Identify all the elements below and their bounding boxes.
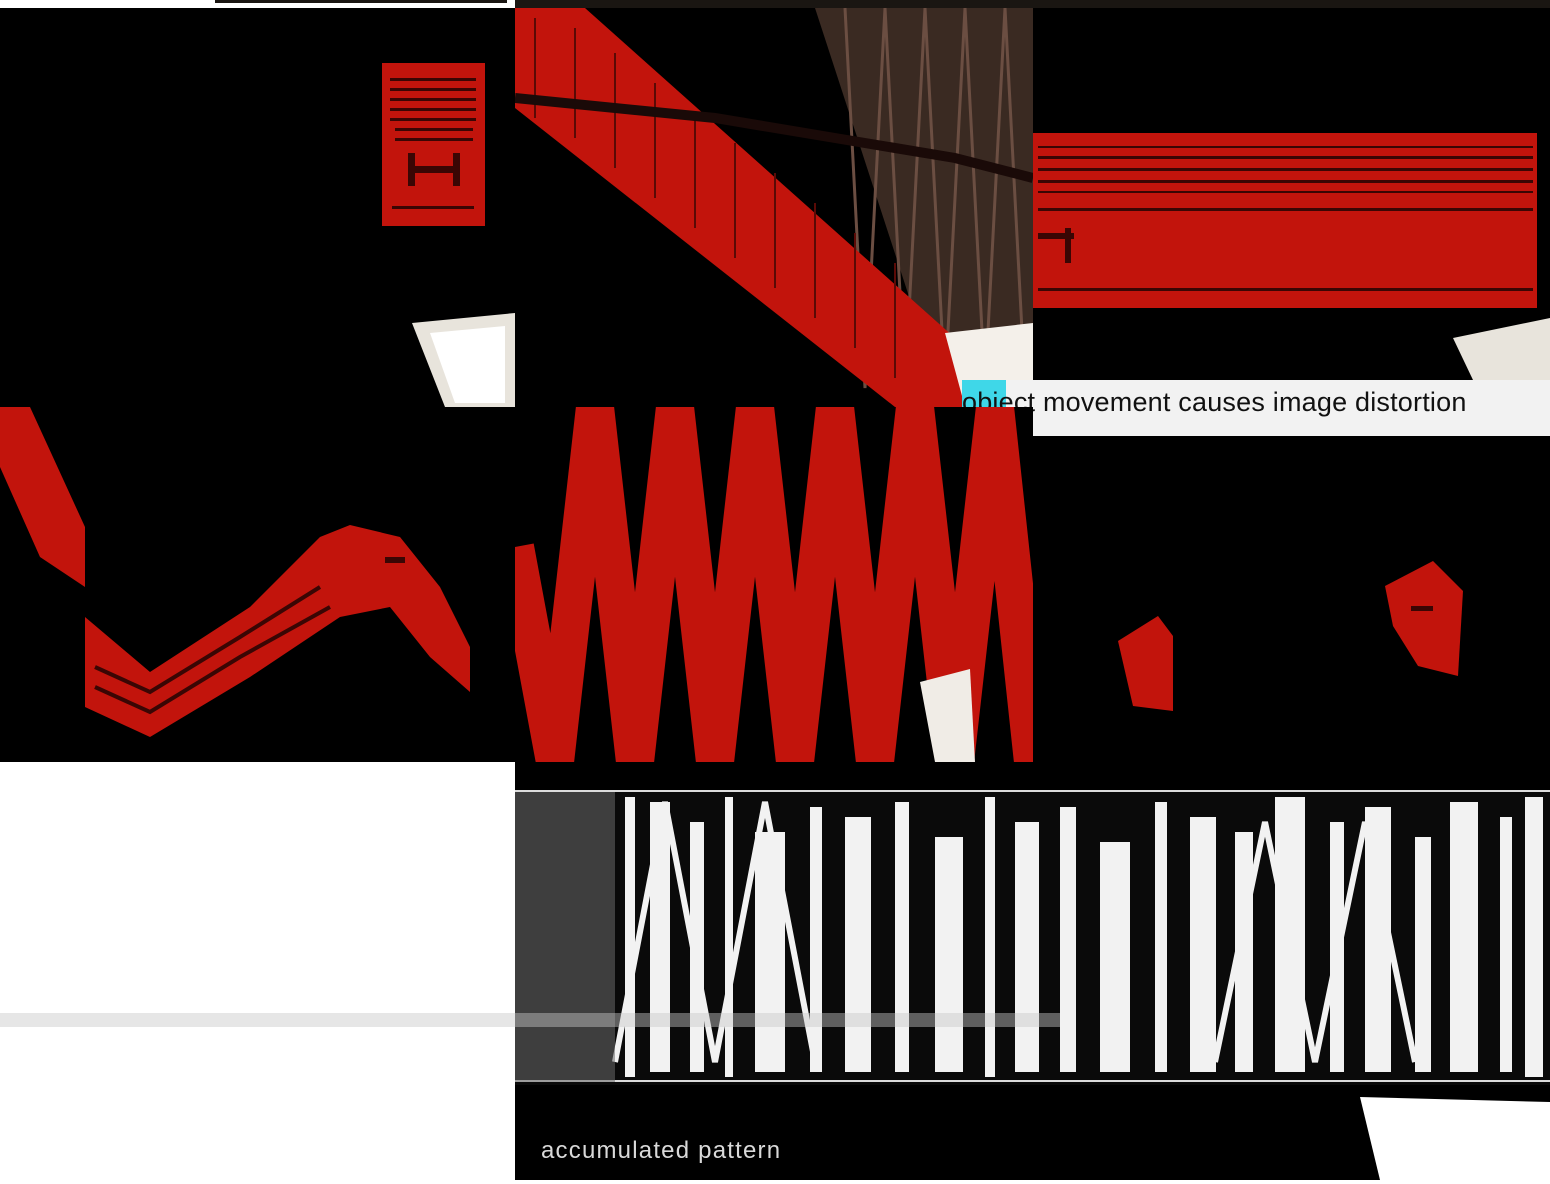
panel-zigzag xyxy=(515,407,1033,762)
gray-band xyxy=(0,1013,1060,1027)
panel-horizontal-stretch xyxy=(1033,8,1550,380)
diagonal-distortion-image xyxy=(515,8,1033,407)
top-line-right xyxy=(515,0,1550,8)
distortion-caption: object movement causes image distortion xyxy=(962,387,1467,417)
horizontal-stretch-image xyxy=(1033,133,1550,380)
panel-wave-band xyxy=(0,407,515,762)
zigzag-image xyxy=(515,407,1033,762)
wave-band-image xyxy=(0,407,470,737)
top-line-left xyxy=(215,0,507,3)
fragments-image xyxy=(1118,561,1463,711)
panel-fragments xyxy=(1033,436,1550,762)
static-chart-image xyxy=(382,63,515,407)
pattern-caption: accumulated pattern xyxy=(541,1137,782,1164)
panel-diagonal-distortion xyxy=(515,8,1033,407)
panel-accumulated-pattern xyxy=(515,762,1550,1180)
panel-static-chart xyxy=(0,8,515,407)
accumulated-pattern-image xyxy=(515,790,1550,1180)
